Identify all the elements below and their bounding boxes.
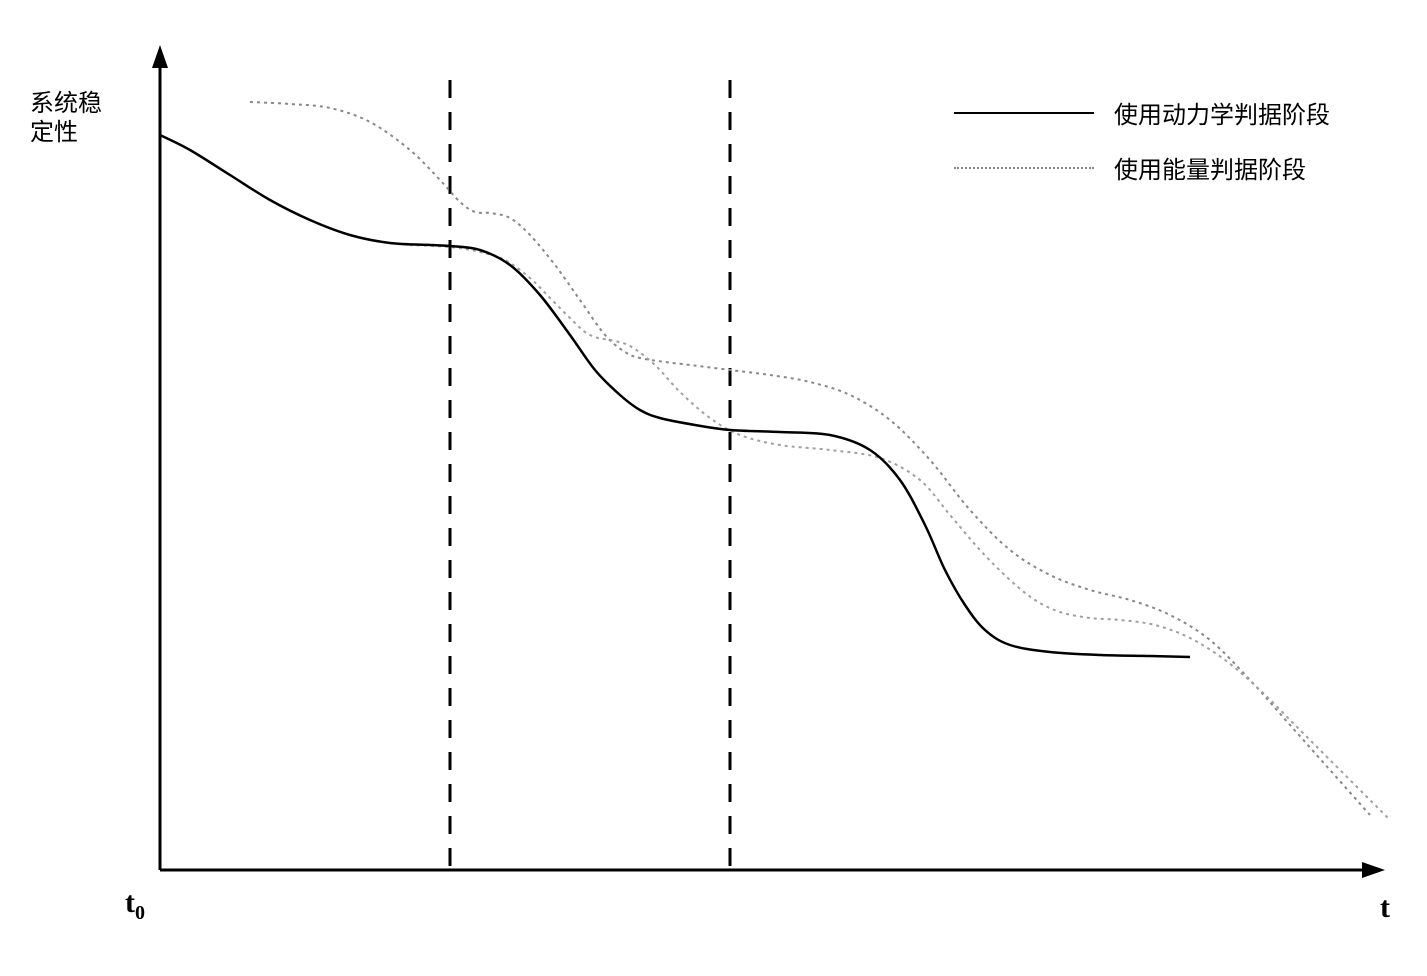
- chart-container: 系统稳 定性 使用动力学判据阶段 使用能量判据阶段 t0 t: [30, 40, 1400, 940]
- legend-label-1: 使用动力学判据阶段: [1114, 95, 1330, 130]
- y-axis-label: 系统稳 定性: [30, 90, 120, 148]
- legend: 使用动力学判据阶段 使用能量判据阶段: [954, 95, 1330, 205]
- x-origin-main: t: [125, 886, 135, 919]
- legend-swatch-dotted: [954, 167, 1094, 169]
- y-label-line2: 定性: [30, 120, 78, 146]
- legend-label-2: 使用能量判据阶段: [1114, 150, 1306, 185]
- x-origin-label: t0: [125, 886, 145, 925]
- x-axis-label: t: [1380, 891, 1390, 925]
- y-label-line1: 系统稳: [30, 91, 102, 117]
- legend-row-dotted: 使用能量判据阶段: [954, 150, 1330, 185]
- legend-swatch-solid: [954, 112, 1094, 114]
- legend-row-solid: 使用动力学判据阶段: [954, 95, 1330, 130]
- x-origin-sub: 0: [135, 902, 145, 924]
